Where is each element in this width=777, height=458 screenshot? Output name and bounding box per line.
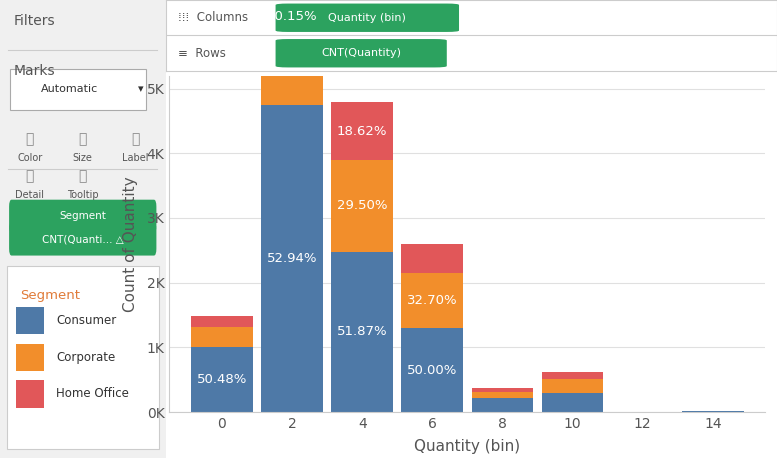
Text: ≡  Rows: ≡ Rows [178, 47, 225, 60]
Bar [191, 316, 253, 327]
Bar [472, 398, 533, 412]
FancyBboxPatch shape [7, 266, 159, 449]
Bar [402, 328, 463, 412]
Bar [402, 244, 463, 273]
Text: Size: Size [73, 153, 92, 163]
Text: CNT(Quantity): CNT(Quantity) [321, 48, 401, 58]
Bar [331, 160, 393, 251]
Text: Segment: Segment [20, 289, 80, 301]
Y-axis label: Count of Quantity: Count of Quantity [124, 176, 138, 312]
FancyBboxPatch shape [9, 223, 156, 256]
FancyBboxPatch shape [9, 200, 156, 233]
Text: 50.00%: 50.00% [407, 364, 458, 376]
Text: 18.62%: 18.62% [337, 125, 388, 138]
Text: Automatic: Automatic [41, 84, 99, 94]
Text: ⬛: ⬛ [78, 133, 87, 147]
Bar [191, 327, 253, 347]
Bar [472, 392, 533, 398]
FancyBboxPatch shape [16, 380, 44, 408]
Text: Detail: Detail [16, 190, 44, 200]
FancyBboxPatch shape [276, 39, 447, 67]
Bar [261, 105, 323, 412]
Bar [331, 103, 393, 160]
Text: 52.94%: 52.94% [267, 252, 317, 265]
Text: Color: Color [17, 153, 43, 163]
Bar [331, 251, 393, 412]
Text: ▾: ▾ [138, 84, 144, 94]
Text: Label: Label [123, 153, 149, 163]
Bar [191, 347, 253, 412]
FancyBboxPatch shape [276, 4, 459, 32]
Text: Marks: Marks [13, 64, 55, 78]
FancyBboxPatch shape [16, 307, 44, 334]
Text: Quantity (bin): Quantity (bin) [329, 13, 406, 23]
FancyBboxPatch shape [16, 344, 44, 371]
Text: ⬛: ⬛ [26, 133, 34, 147]
Text: Tooltip: Tooltip [67, 190, 99, 200]
Text: Segment: Segment [59, 211, 106, 221]
Text: CNT(Quanti... △: CNT(Quanti... △ [42, 234, 124, 244]
Text: Filters: Filters [13, 14, 55, 28]
Bar [542, 379, 604, 393]
Bar [542, 393, 604, 412]
Text: 29.50%: 29.50% [337, 199, 388, 213]
FancyBboxPatch shape [10, 69, 145, 110]
Text: Consumer: Consumer [56, 314, 117, 327]
X-axis label: Quantity (bin): Quantity (bin) [414, 439, 521, 454]
Text: Home Office: Home Office [56, 387, 129, 400]
Text: ⁞⁞⁞  Columns: ⁞⁞⁞ Columns [178, 11, 248, 24]
Text: Corporate: Corporate [56, 351, 116, 364]
Bar [261, 0, 323, 105]
Bar [682, 411, 744, 412]
Text: 51.87%: 51.87% [337, 326, 388, 338]
Text: 32.70%: 32.70% [407, 294, 458, 307]
Bar [402, 273, 463, 328]
Text: ⬛: ⬛ [131, 133, 140, 147]
Text: 30.15%: 30.15% [267, 11, 317, 23]
Text: ⬛: ⬛ [26, 169, 34, 183]
Bar [542, 372, 604, 379]
Bar [472, 388, 533, 392]
Text: 50.48%: 50.48% [197, 373, 247, 386]
Text: ⬛: ⬛ [78, 169, 87, 183]
